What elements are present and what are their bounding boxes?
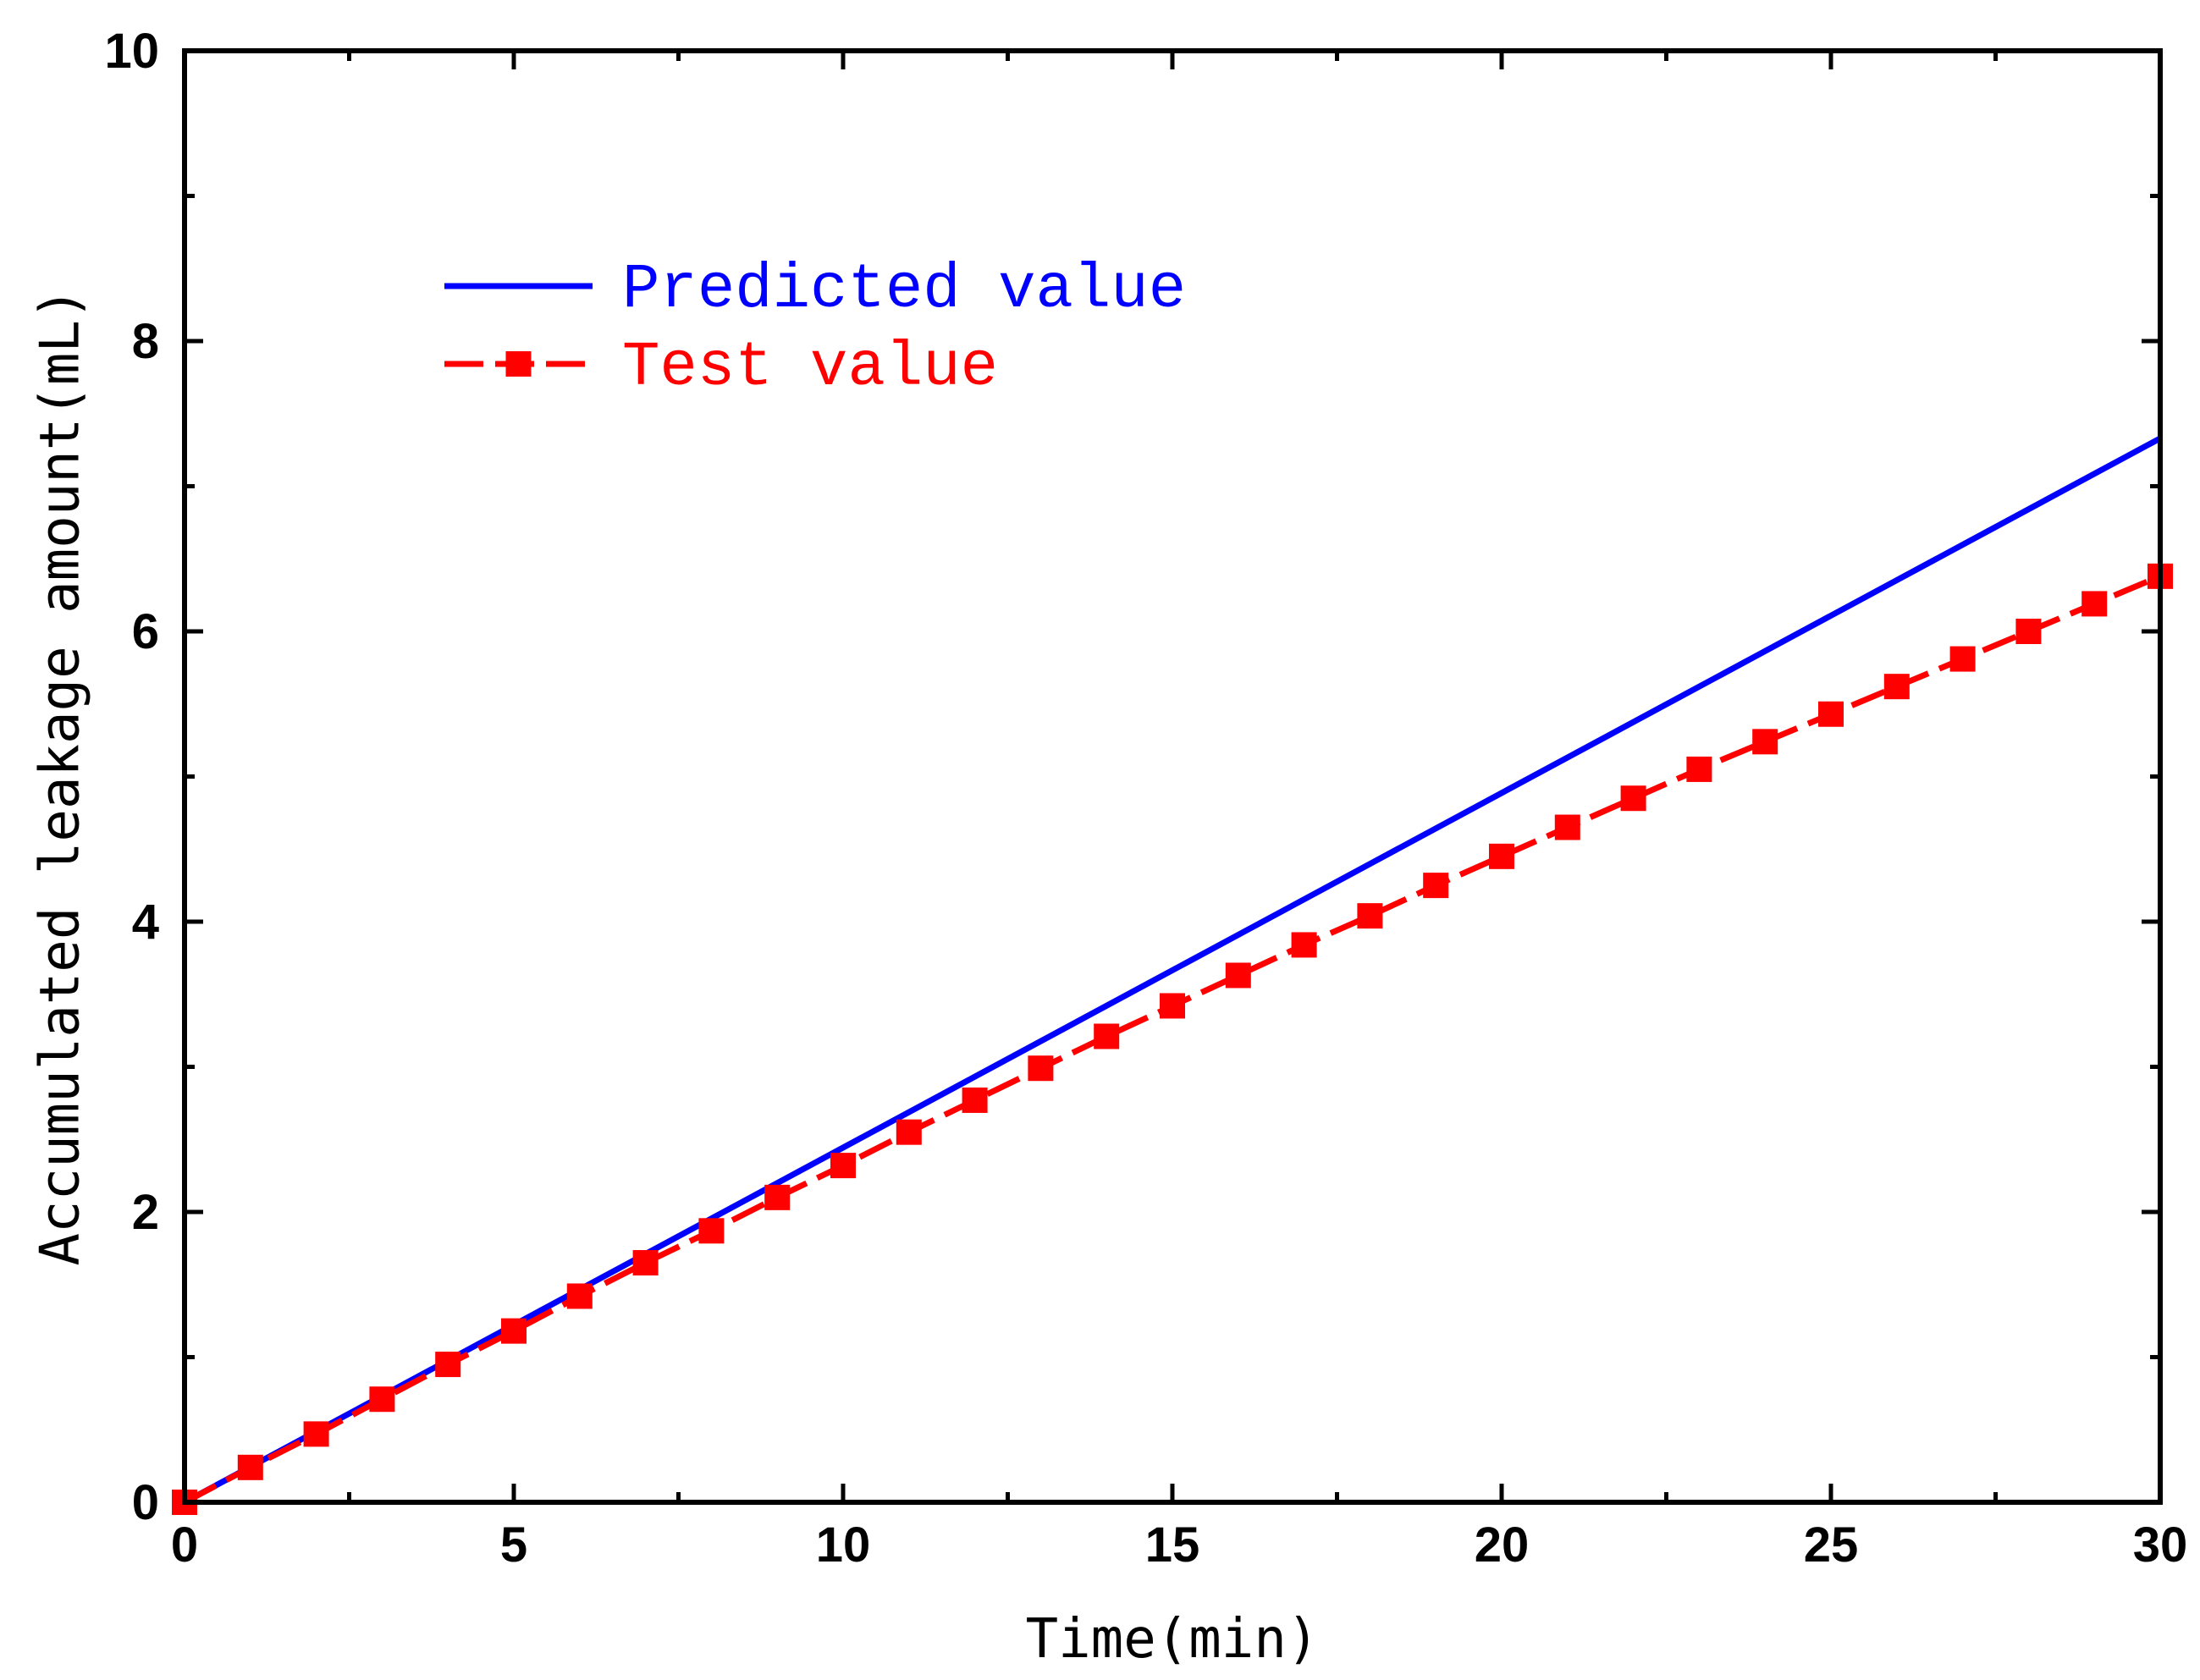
x-tick-label: 20 bbox=[1475, 1518, 1530, 1573]
y-tick-label: 6 bbox=[132, 604, 159, 659]
data-point bbox=[1028, 1055, 1054, 1082]
data-point bbox=[1160, 993, 1185, 1019]
legend-marker-1 bbox=[505, 351, 532, 377]
data-point bbox=[764, 1184, 791, 1210]
labels-layer: 0 5 10 15 20 25 30 0 2 4 6 8 10 bbox=[104, 24, 2187, 1573]
y-tick-label: 2 bbox=[132, 1185, 159, 1240]
data-point bbox=[303, 1421, 329, 1447]
data-point bbox=[237, 1454, 263, 1480]
y-tick-label: 10 bbox=[104, 24, 159, 79]
data-point bbox=[1489, 843, 1514, 869]
data-point bbox=[1883, 674, 1910, 700]
x-tick-label: 0 bbox=[171, 1518, 198, 1573]
data-point bbox=[501, 1318, 527, 1344]
plot-frame bbox=[182, 48, 2163, 1505]
x-axis-title: Time(min) bbox=[1026, 1608, 1320, 1671]
data-point bbox=[1818, 701, 1844, 727]
y-tick-label: 0 bbox=[132, 1475, 159, 1530]
x-tick-label: 15 bbox=[1145, 1518, 1200, 1573]
data-point bbox=[1423, 873, 1449, 899]
y-tick-label: 8 bbox=[132, 314, 159, 369]
data-point bbox=[698, 1218, 725, 1244]
data-point bbox=[1620, 785, 1646, 812]
x-tick-label: 30 bbox=[2133, 1518, 2188, 1573]
data-point bbox=[962, 1087, 988, 1113]
x-tick-label: 25 bbox=[1804, 1518, 1859, 1573]
data-point bbox=[369, 1386, 395, 1413]
series-layer bbox=[172, 435, 2173, 1515]
data-point bbox=[1554, 814, 1580, 840]
data-point bbox=[435, 1352, 461, 1378]
legend-label-0: Predicted value bbox=[622, 255, 1186, 326]
data-point bbox=[896, 1119, 922, 1145]
data-point bbox=[1357, 903, 1383, 929]
data-point bbox=[830, 1153, 856, 1179]
y-axis-title: Accumulated leakage amount(mL) bbox=[30, 288, 92, 1266]
data-point bbox=[566, 1283, 593, 1309]
data-point bbox=[1225, 962, 1251, 989]
data-point bbox=[2081, 591, 2108, 617]
x-tick-label: 5 bbox=[500, 1518, 527, 1573]
legend-label-1: Test value bbox=[622, 333, 998, 404]
y-tick-label: 4 bbox=[132, 895, 159, 950]
data-point bbox=[1094, 1023, 1120, 1049]
data-point bbox=[1752, 729, 1778, 755]
data-point bbox=[1949, 646, 1976, 672]
data-point bbox=[1291, 932, 1317, 958]
data-point bbox=[2015, 619, 2042, 644]
x-tick-label: 10 bbox=[816, 1518, 871, 1573]
data-point bbox=[632, 1250, 659, 1276]
data-point bbox=[1686, 756, 1712, 782]
